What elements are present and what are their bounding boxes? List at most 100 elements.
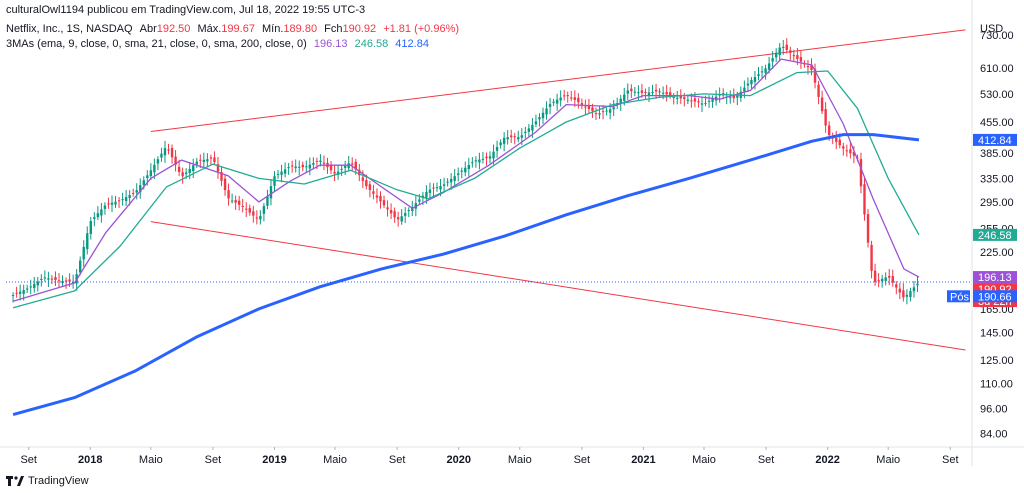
candle-body bbox=[128, 195, 131, 199]
candle-body bbox=[668, 92, 672, 96]
candle-body bbox=[873, 270, 877, 283]
currency-label: USD bbox=[980, 23, 1003, 35]
ma1-value: 196.13 bbox=[313, 38, 348, 50]
candle-body bbox=[308, 164, 312, 169]
candle-body bbox=[838, 139, 841, 146]
candle-body bbox=[827, 125, 831, 136]
candle-body bbox=[729, 97, 732, 99]
y-tick-label: 530.00 bbox=[980, 89, 1014, 101]
candle-body bbox=[188, 168, 191, 174]
candle-body bbox=[527, 128, 531, 132]
candle-body bbox=[619, 98, 622, 104]
y-tick-label: 225.00 bbox=[980, 247, 1014, 259]
candle-body bbox=[227, 190, 230, 199]
candle-body bbox=[478, 159, 481, 163]
candle-body bbox=[110, 202, 114, 205]
candle-body bbox=[693, 98, 697, 102]
candle-body bbox=[262, 206, 266, 214]
candle-body bbox=[435, 187, 439, 189]
candle-body bbox=[644, 91, 647, 93]
candle-body bbox=[488, 156, 492, 159]
candle-body bbox=[746, 83, 750, 86]
candle-body bbox=[428, 189, 432, 193]
published-by: culturalOwl1194 publicou em TradingView.… bbox=[6, 4, 366, 16]
position-tag-box bbox=[947, 290, 970, 303]
candle-body bbox=[432, 187, 435, 189]
candle-body bbox=[379, 195, 382, 202]
candle-body bbox=[386, 207, 389, 210]
candle-body bbox=[683, 97, 686, 100]
candle-body bbox=[531, 124, 534, 131]
candle-body bbox=[181, 172, 184, 177]
y-tick-label: 730.00 bbox=[980, 30, 1014, 42]
candle-body bbox=[704, 102, 707, 104]
ma-series-line bbox=[12, 58, 920, 302]
x-tick-label: Set bbox=[389, 454, 406, 466]
tradingview-brand: TradingView bbox=[28, 475, 89, 487]
candle-body bbox=[640, 90, 644, 93]
x-tick-label: Set bbox=[20, 454, 37, 466]
candle-body bbox=[534, 121, 538, 125]
price-label-box bbox=[973, 228, 1017, 241]
candle-body bbox=[93, 217, 96, 219]
candle-body bbox=[312, 163, 315, 165]
candle-body bbox=[86, 233, 89, 249]
candle-body bbox=[573, 97, 576, 100]
candle-body bbox=[492, 151, 495, 159]
price-label-box bbox=[973, 133, 1017, 146]
position-tag-text: Pós bbox=[950, 291, 969, 303]
open-value: 192.50 bbox=[156, 23, 191, 35]
candle-body bbox=[234, 199, 237, 203]
candle-body bbox=[774, 52, 778, 58]
candle-body bbox=[633, 91, 637, 93]
candle-body bbox=[555, 99, 559, 104]
candle-body bbox=[396, 217, 400, 220]
x-tick-label: Set bbox=[574, 454, 591, 466]
candle-body bbox=[322, 162, 326, 164]
candle-body bbox=[552, 101, 555, 103]
x-tick-label: Maio bbox=[323, 454, 347, 466]
tradingview-footer: TradingView bbox=[6, 475, 89, 487]
candle-body bbox=[269, 186, 273, 199]
candle-body bbox=[25, 288, 29, 290]
candle-body bbox=[661, 92, 665, 94]
candle-body bbox=[213, 157, 216, 163]
candle-body bbox=[594, 112, 598, 114]
candle-body bbox=[538, 117, 541, 120]
candle-body bbox=[305, 166, 308, 168]
candle-body bbox=[96, 213, 100, 218]
candle-body bbox=[71, 281, 75, 283]
candle-body bbox=[845, 150, 849, 152]
candle-body bbox=[587, 105, 591, 110]
candle-body bbox=[757, 74, 760, 76]
candle-body bbox=[333, 171, 336, 174]
candle-body bbox=[895, 284, 898, 288]
candle-body bbox=[711, 98, 714, 102]
candle-body bbox=[365, 180, 368, 187]
candle-body bbox=[393, 211, 396, 218]
x-tick-label: 2022 bbox=[815, 454, 839, 466]
candle-body bbox=[647, 92, 651, 96]
candle-body bbox=[905, 294, 909, 297]
candle-body bbox=[404, 213, 407, 216]
candle-body bbox=[230, 200, 234, 202]
x-tick-label: Maio bbox=[692, 454, 716, 466]
candle-body bbox=[273, 176, 276, 186]
candle-body bbox=[449, 178, 453, 183]
candle-body bbox=[824, 109, 827, 126]
low-value: 189.80 bbox=[283, 23, 318, 35]
candle-body bbox=[149, 170, 153, 176]
candle-body bbox=[753, 77, 757, 82]
candle-body bbox=[252, 211, 255, 216]
candle-body bbox=[852, 151, 856, 156]
candle-body bbox=[223, 178, 227, 191]
candle-body bbox=[22, 290, 25, 294]
candle-body bbox=[368, 184, 372, 191]
ma-label: 3MAs (ema, 9, close, 0, sma, 21, close, … bbox=[6, 38, 307, 50]
candle-body bbox=[68, 279, 71, 282]
ma3-value: 412.84 bbox=[395, 38, 429, 50]
price-label-text: 246.58 bbox=[978, 230, 1012, 242]
candle-body bbox=[580, 103, 584, 105]
candle-body bbox=[54, 276, 57, 281]
